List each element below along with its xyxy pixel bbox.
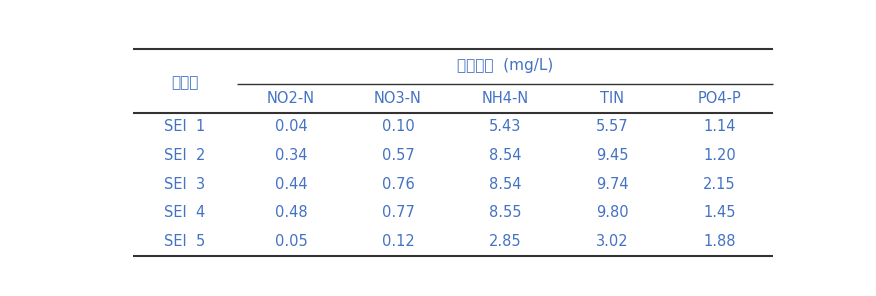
Text: NO3-N: NO3-N — [374, 91, 422, 106]
Text: 5.57: 5.57 — [596, 119, 629, 134]
Text: 1.45: 1.45 — [703, 205, 736, 220]
Text: NH4-N: NH4-N — [482, 91, 529, 106]
Text: SEI  2: SEI 2 — [165, 148, 206, 163]
Text: TIN: TIN — [600, 91, 625, 106]
Text: 1.88: 1.88 — [703, 234, 736, 249]
Text: PO4-P: PO4-P — [697, 91, 741, 106]
Text: NO2-N: NO2-N — [267, 91, 315, 106]
Text: 1.20: 1.20 — [703, 148, 736, 163]
Text: 0.57: 0.57 — [382, 148, 414, 163]
Text: 0.12: 0.12 — [382, 234, 414, 249]
Text: 3.02: 3.02 — [596, 234, 629, 249]
Text: 8.55: 8.55 — [489, 205, 521, 220]
Text: 8.54: 8.54 — [489, 148, 521, 163]
Text: 0.48: 0.48 — [274, 205, 307, 220]
Text: 0.05: 0.05 — [274, 234, 307, 249]
Text: 0.34: 0.34 — [275, 148, 307, 163]
Text: 0.04: 0.04 — [274, 119, 307, 134]
Text: SEI  3: SEI 3 — [165, 177, 206, 192]
Text: 2.15: 2.15 — [703, 177, 736, 192]
Text: 9.45: 9.45 — [596, 148, 628, 163]
Text: 0.10: 0.10 — [382, 119, 414, 134]
Text: 0.44: 0.44 — [274, 177, 307, 192]
Text: 1.14: 1.14 — [703, 119, 736, 134]
Text: SEI  5: SEI 5 — [165, 234, 206, 249]
Text: 8.54: 8.54 — [489, 177, 521, 192]
Text: 배지명: 배지명 — [172, 75, 199, 90]
Text: 영양성분  (mg/L): 영양성분 (mg/L) — [457, 58, 554, 73]
Text: 9.80: 9.80 — [596, 205, 629, 220]
Text: 9.74: 9.74 — [596, 177, 629, 192]
Text: 0.76: 0.76 — [382, 177, 414, 192]
Text: SEI  1: SEI 1 — [165, 119, 206, 134]
Text: 0.77: 0.77 — [382, 205, 414, 220]
Text: 5.43: 5.43 — [489, 119, 521, 134]
Text: 2.85: 2.85 — [489, 234, 521, 249]
Text: SEI  4: SEI 4 — [165, 205, 206, 220]
